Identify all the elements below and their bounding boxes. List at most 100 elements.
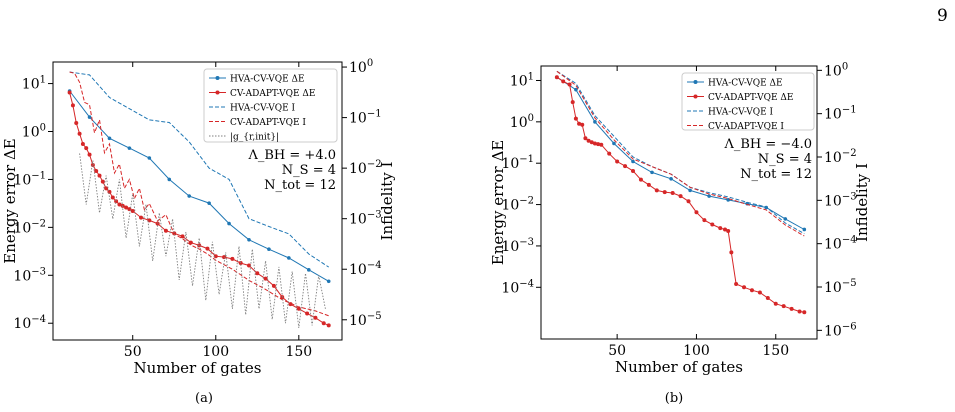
series-point-0 — [187, 194, 191, 198]
series-point-1 — [567, 82, 572, 87]
series-line-0 — [556, 76, 805, 230]
y2-tick-label: 10−2 — [349, 159, 382, 177]
annotation-text: Λ_BH = −4.0 — [723, 137, 812, 152]
annotation-text: N_S = 4 — [282, 163, 336, 178]
y-tick-label: 101 — [510, 71, 534, 89]
y-tick-label: 101 — [22, 75, 46, 93]
series-point-1 — [646, 182, 651, 187]
series-point-1 — [586, 138, 591, 143]
plot-frame — [540, 65, 818, 340]
legend-marker — [693, 80, 698, 84]
series-point-1 — [326, 323, 331, 328]
series-point-1 — [554, 75, 559, 80]
y-axis-label: Energy error ΔE — [1, 138, 19, 263]
series-point-1 — [631, 168, 635, 173]
series-point-1 — [80, 141, 85, 146]
series-point-0 — [593, 120, 597, 124]
series-point-1 — [205, 246, 210, 251]
series-point-1 — [124, 205, 129, 210]
legend-entry: CV-ADAPT-VQE ΔE — [708, 93, 793, 103]
x-axis-label: Number of gates — [615, 358, 743, 376]
series-group — [554, 70, 807, 315]
series-point-1 — [662, 190, 667, 195]
plot-frame — [52, 61, 343, 341]
series-point-1 — [742, 285, 747, 290]
series-point-0 — [707, 194, 711, 198]
series-point-1 — [70, 103, 75, 108]
series-point-0 — [306, 268, 311, 272]
series-point-1 — [678, 194, 683, 199]
series-point-1 — [789, 306, 794, 311]
series-point-0 — [802, 227, 807, 232]
series-point-1 — [734, 282, 739, 287]
series-point-1 — [110, 195, 115, 200]
y-tick-label: 10−2 — [13, 218, 46, 236]
x-tick-label: 150 — [285, 344, 312, 360]
series-point-1 — [197, 243, 202, 248]
series-point-1 — [607, 151, 612, 156]
y2-tick-label: 10−4 — [824, 235, 857, 253]
series-line-3 — [556, 70, 805, 237]
y2-tick-label: 100 — [349, 58, 373, 76]
legend-entry: HVA-CV-VQE ΔE — [230, 75, 305, 85]
series-point-1 — [230, 256, 235, 261]
page-number: 9 — [937, 6, 948, 26]
series-point-1 — [305, 311, 310, 316]
x-tick-label: 50 — [608, 343, 626, 359]
y2-tick-label: 100 — [824, 61, 848, 79]
y2-axis-label: Infidelity I — [853, 163, 871, 242]
y-tick-label: 10−4 — [13, 314, 46, 332]
legend-entry: |g_{r,init}| — [230, 133, 279, 143]
series-point-0 — [227, 221, 231, 226]
series-point-1 — [67, 90, 72, 95]
series-point-1 — [100, 179, 105, 184]
x-tick-label: 50 — [124, 344, 142, 360]
legend-marker — [215, 90, 220, 95]
series-point-1 — [596, 142, 601, 147]
annotation-text: N_tot = 12 — [740, 167, 812, 182]
series-point-1 — [638, 177, 643, 182]
series-point-1 — [802, 310, 807, 315]
series-point-0 — [247, 238, 251, 242]
legend-entry: CV-ADAPT-VQE I — [230, 118, 306, 128]
series-point-1 — [321, 321, 326, 326]
legend-entry: HVA-CV-VQE ΔE — [708, 79, 783, 89]
series-point-0 — [87, 115, 92, 119]
y2-tick-label: 10−1 — [349, 109, 382, 127]
series-point-0 — [167, 177, 172, 182]
series-point-0 — [574, 87, 578, 92]
series-point-1 — [114, 199, 119, 204]
legend: HVA-CV-VQE ΔE CV-ADAPT-VQE ΔE HVA-CV-VQE I… — [203, 68, 338, 143]
annotation-text: N_S = 4 — [758, 152, 812, 167]
y2-tick-label: 10−1 — [824, 105, 857, 123]
series-point-1 — [723, 227, 727, 232]
chart-panel-a: 50 100 150 101 100 10−1 10−2 10−3 10−4 100 10−1 10−… — [1, 58, 396, 406]
series-point-0 — [669, 176, 673, 181]
series-point-1 — [117, 202, 122, 207]
series-point-1 — [729, 250, 734, 255]
chart-panel-b: 50 100 150 101 100 10−1 10−2 10−3 10−4 100 10−1 10−… — [489, 61, 871, 406]
series-point-0 — [783, 217, 788, 221]
series-point-1 — [797, 309, 802, 314]
y-tick-label: 100 — [22, 123, 46, 141]
series-point-0 — [688, 188, 692, 193]
series-point-0 — [107, 136, 112, 141]
y2-axis-label: Infidelity I — [378, 162, 396, 241]
series-point-1 — [74, 121, 79, 126]
legend-marker — [693, 94, 698, 99]
series-point-0 — [147, 156, 152, 160]
series-point-0 — [326, 279, 331, 284]
y2-tick-label: 10−5 — [824, 278, 857, 296]
y-axis-label: Energy error ΔE — [489, 140, 507, 265]
series-line-4 — [79, 153, 326, 328]
annotation-text: Λ_BH = +4.0 — [247, 148, 336, 163]
series-point-1 — [599, 142, 604, 147]
panel-caption: (a) — [195, 391, 213, 406]
y-tick-label: 10−1 — [501, 154, 534, 172]
series-point-1 — [670, 191, 675, 196]
series-point-1 — [296, 306, 301, 311]
y-tick-label: 10−1 — [13, 170, 46, 188]
series-point-1 — [694, 210, 699, 215]
series-point-0 — [650, 170, 654, 175]
